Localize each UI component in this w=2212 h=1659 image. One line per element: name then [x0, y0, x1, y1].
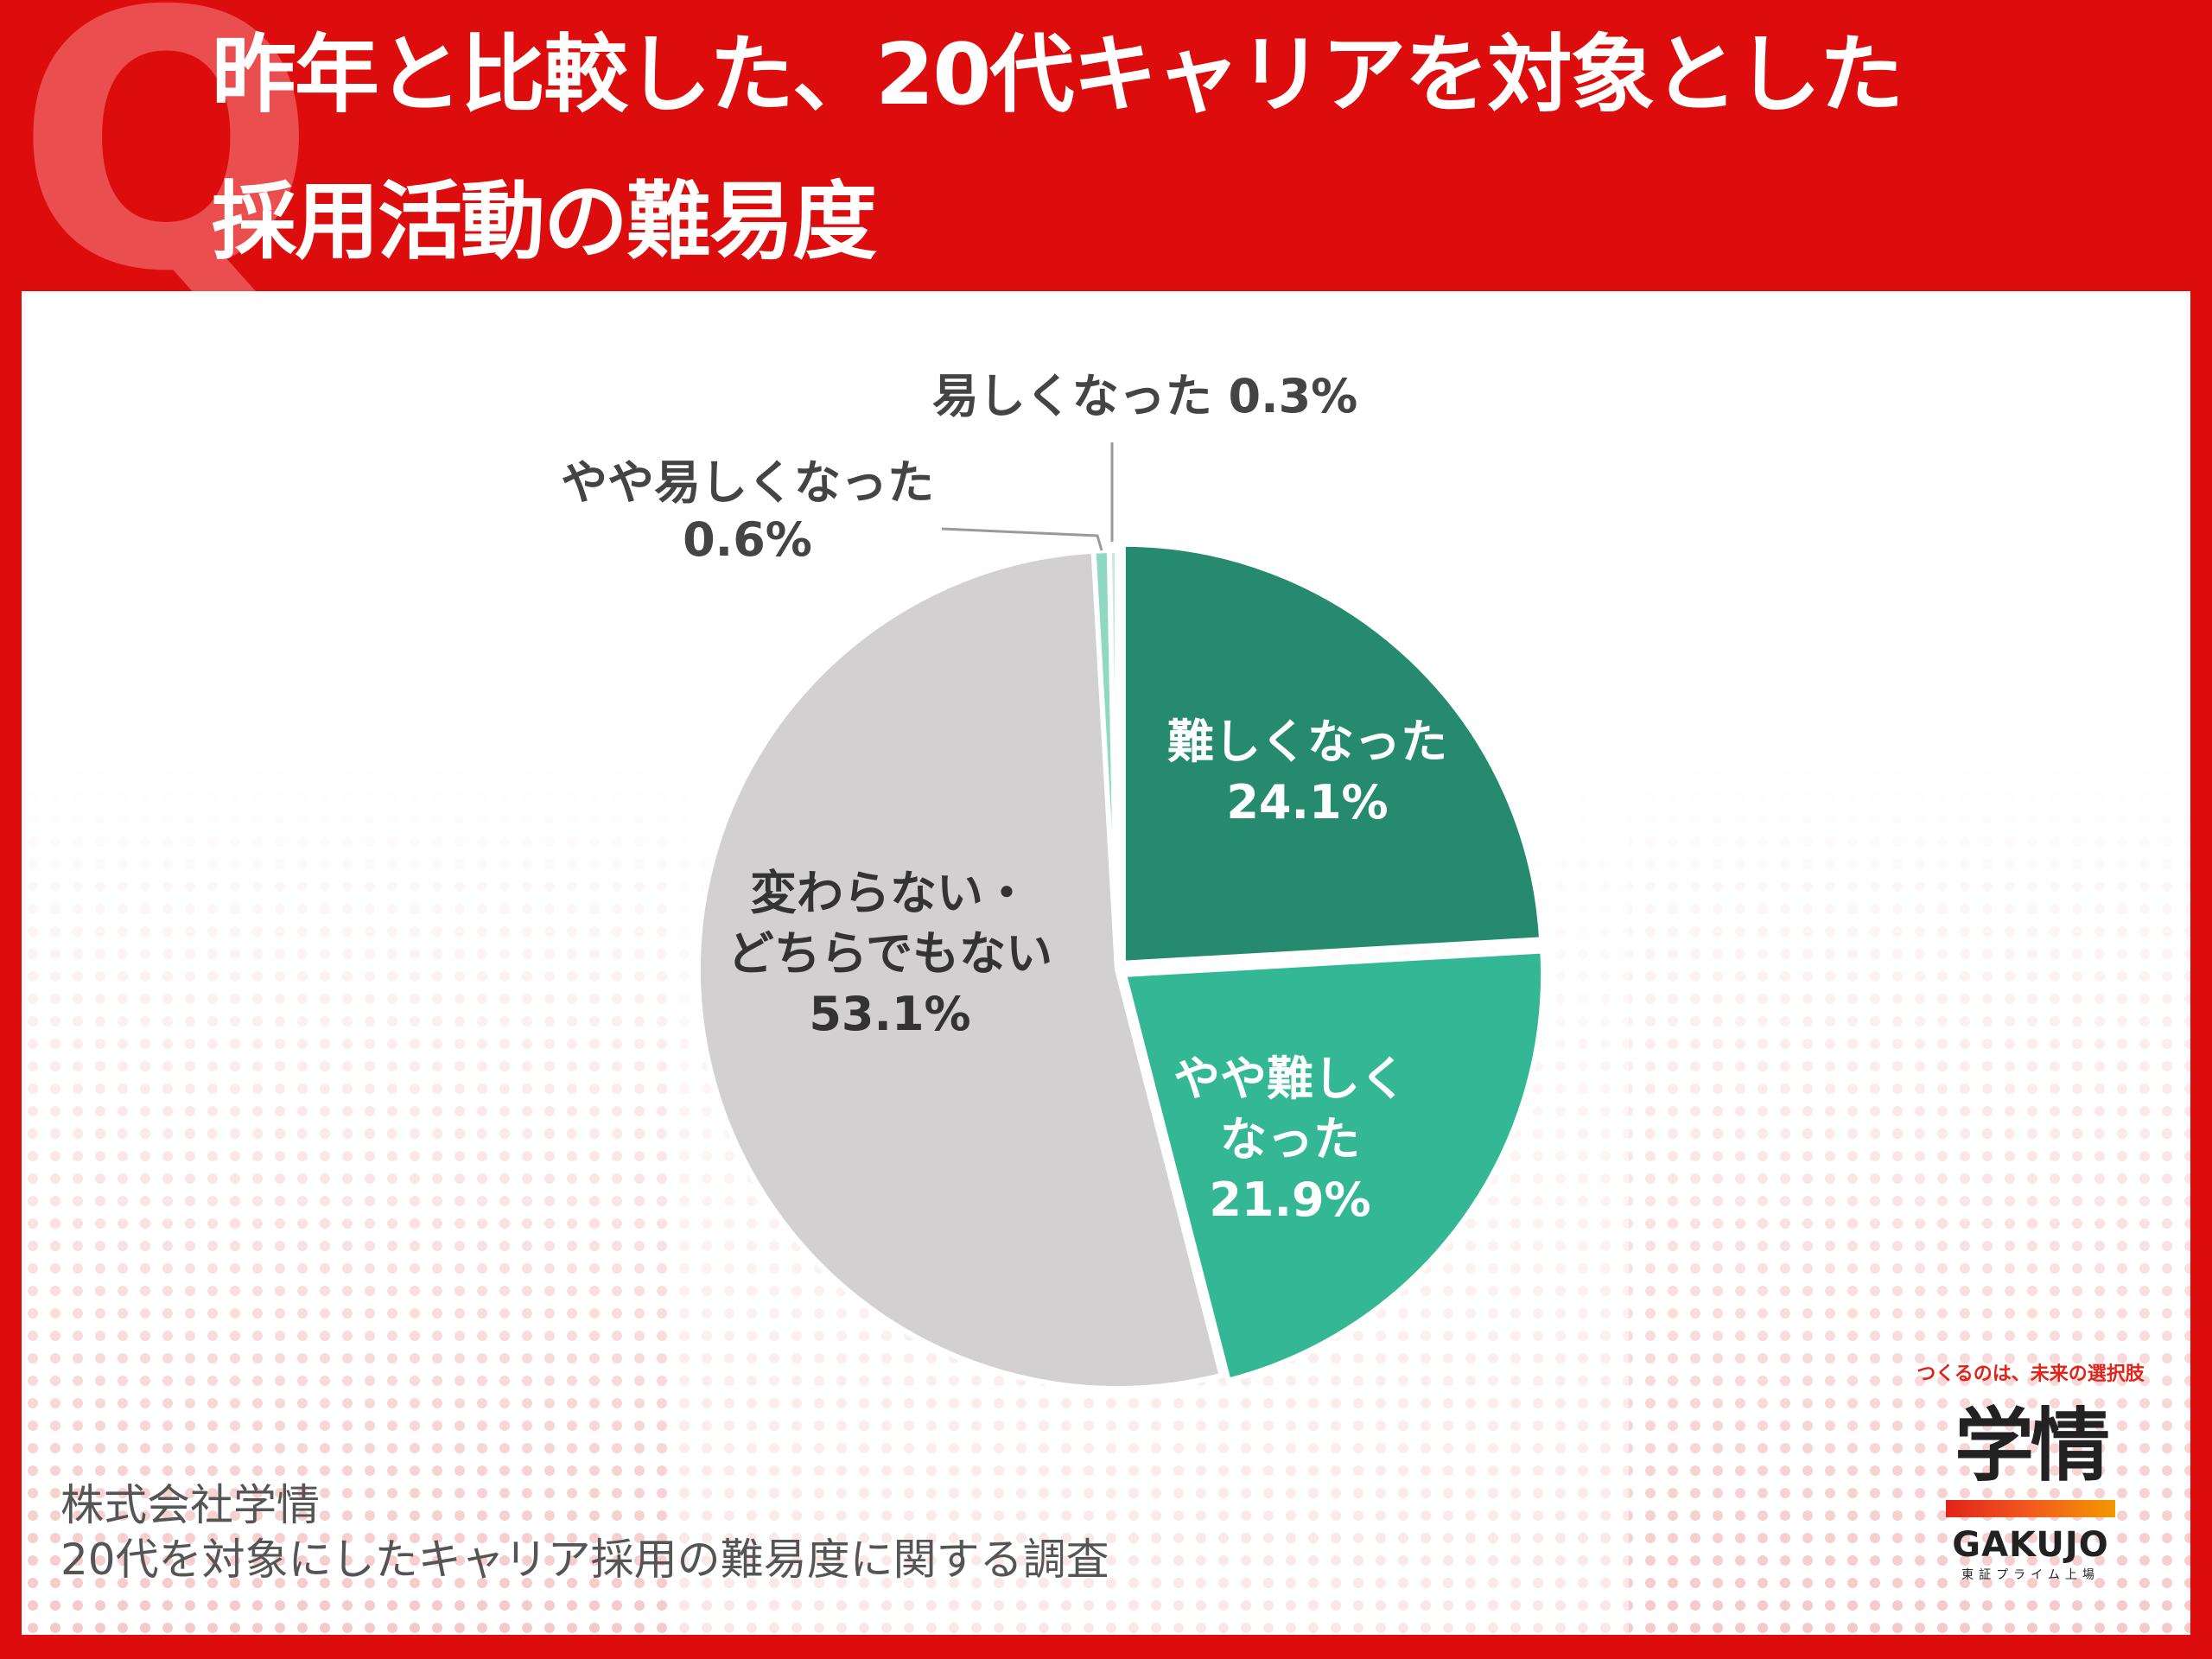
slice-name-label: 難しくなった	[1167, 715, 1447, 769]
pie-chart: 難しくなった 24.1% やや難しくなった 21.9% 変わらない・どちらでもない 53.…	[561, 369, 1546, 1391]
slice-value-label: 0.6%	[683, 512, 812, 567]
slice-label: 難しくなった 24.1%	[1167, 715, 1447, 830]
q-mark: Q	[16, 0, 317, 349]
page-title-line-1: 昨年と比較した、20代キャリアを対象とした	[212, 26, 1904, 124]
slice-label: 易しくなった 0.3%	[932, 369, 1358, 423]
pie-slice	[696, 548, 1225, 1391]
slice-name-label: どちらでもない	[728, 926, 1052, 981]
slice-label: 変わらない・どちらでもない 53.1%	[728, 866, 1052, 1041]
chart-panel: 難しくなった 24.1% やや難しくなった 21.9% 変わらない・どちらでもない 53.…	[22, 291, 2190, 1635]
slice-name-label: 変わらない・	[750, 866, 1030, 920]
pie-slice	[1121, 948, 1546, 1384]
logo-kanji: 学情	[1954, 1400, 2110, 1492]
source-company: 株式会社学情	[60, 1480, 320, 1530]
pie-slice	[1120, 541, 1545, 966]
logo-tagline: つくるのは、未来の選択肢	[1916, 1363, 2145, 1385]
slice-name-label: やや易しくなった	[561, 455, 934, 510]
slice-name-label: やや難しく	[1173, 1052, 1407, 1106]
slice-value-label: 21.9%	[1209, 1173, 1370, 1227]
source-survey: 20代を対象にしたキャリア採用の難易度に関する調査	[60, 1535, 1109, 1585]
slice-name-label: 易しくなった 0.3%	[932, 369, 1358, 423]
leader-line	[941, 527, 1103, 551]
logo-bar	[1946, 1500, 2115, 1517]
page-title-line-2: 採用活動の難易度	[212, 173, 877, 271]
slice-value-label: 53.1%	[809, 987, 970, 1041]
slice-value-label: 24.1%	[1226, 775, 1388, 830]
logo-brand: GAKUJO	[1952, 1525, 2109, 1565]
slice-label: やや易しくなった 0.6%	[561, 455, 934, 567]
slice-label: やや難しくなった 21.9%	[1173, 1052, 1407, 1227]
logo-sub: 東証プライム上場	[1961, 1568, 2100, 1582]
pie-slice	[1106, 547, 1120, 970]
gakujo-logo: つくるのは、未来の選択肢 学情 GAKUJO 東証プライム上場	[1901, 1358, 2160, 1609]
slice-name-label: なった	[1220, 1112, 1360, 1166]
